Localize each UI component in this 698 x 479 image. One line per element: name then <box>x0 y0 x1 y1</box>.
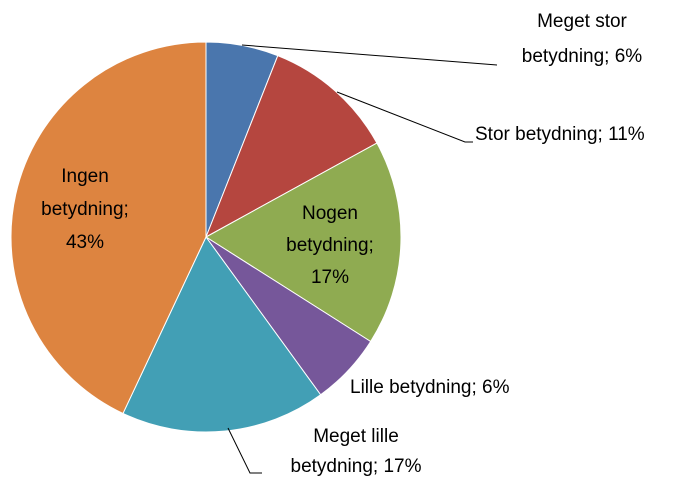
data-label: Ingen <box>61 166 109 187</box>
data-label: Meget lille <box>313 426 399 447</box>
data-label: Nogen <box>302 203 358 224</box>
data-label: betydning; <box>286 235 374 256</box>
pie-slice <box>205 142 402 343</box>
leader-line <box>336 91 473 143</box>
data-label: Meget stor <box>537 11 627 32</box>
data-label: 17% <box>311 267 349 288</box>
data-label: betydning; 6% <box>522 46 643 67</box>
data-label: betydning; <box>41 199 129 220</box>
leader-line <box>241 44 498 66</box>
pie-slice <box>10 41 207 415</box>
data-label: betydning; 17% <box>291 456 422 477</box>
pie-slice <box>205 55 378 239</box>
data-label: 43% <box>66 232 104 253</box>
pie-slice <box>122 236 322 433</box>
data-label: Lille betydning; 6% <box>350 377 510 398</box>
data-label: Stor betydning; 11% <box>475 124 645 145</box>
leader-line <box>227 427 262 474</box>
